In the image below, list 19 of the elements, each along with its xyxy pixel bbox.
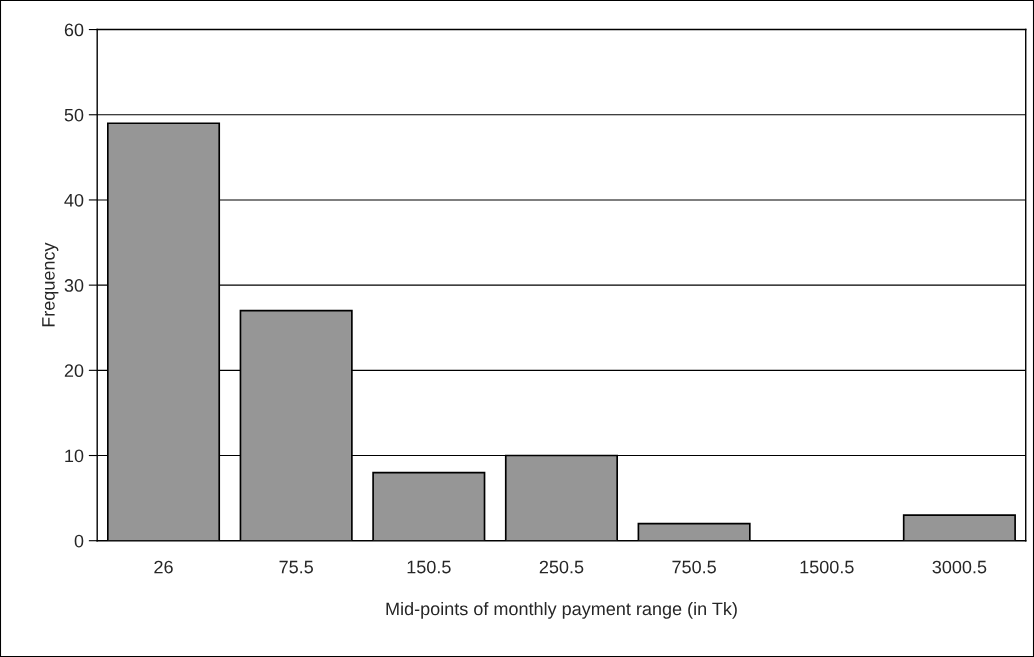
x-tick-label: 150.5 — [407, 560, 451, 574]
bar — [902, 514, 1016, 541]
x-tick-label: 750.5 — [672, 560, 716, 574]
x-tick-label: 1500.5 — [800, 560, 854, 574]
y-tick-label: 40 — [64, 193, 84, 207]
x-tick-label: 26 — [154, 560, 173, 574]
y-tick-label: 60 — [64, 23, 84, 37]
x-axis-title: Mid-points of monthly payment range (in Tk) — [386, 601, 737, 619]
y-axis-title: Frequency — [42, 242, 59, 327]
y-tick-label: 50 — [64, 108, 84, 122]
y-tick-label: 30 — [64, 279, 84, 292]
y-tick-label: 10 — [65, 449, 84, 463]
bar — [372, 471, 486, 541]
x-tick-label: 75.5 — [279, 560, 313, 574]
x-tick-label: 250.5 — [539, 560, 584, 574]
y-tick-label: 0 — [74, 534, 84, 548]
y-tick-label: 20 — [64, 364, 84, 378]
bar — [637, 522, 751, 541]
x-tick-label: 3000.5 — [932, 560, 987, 574]
